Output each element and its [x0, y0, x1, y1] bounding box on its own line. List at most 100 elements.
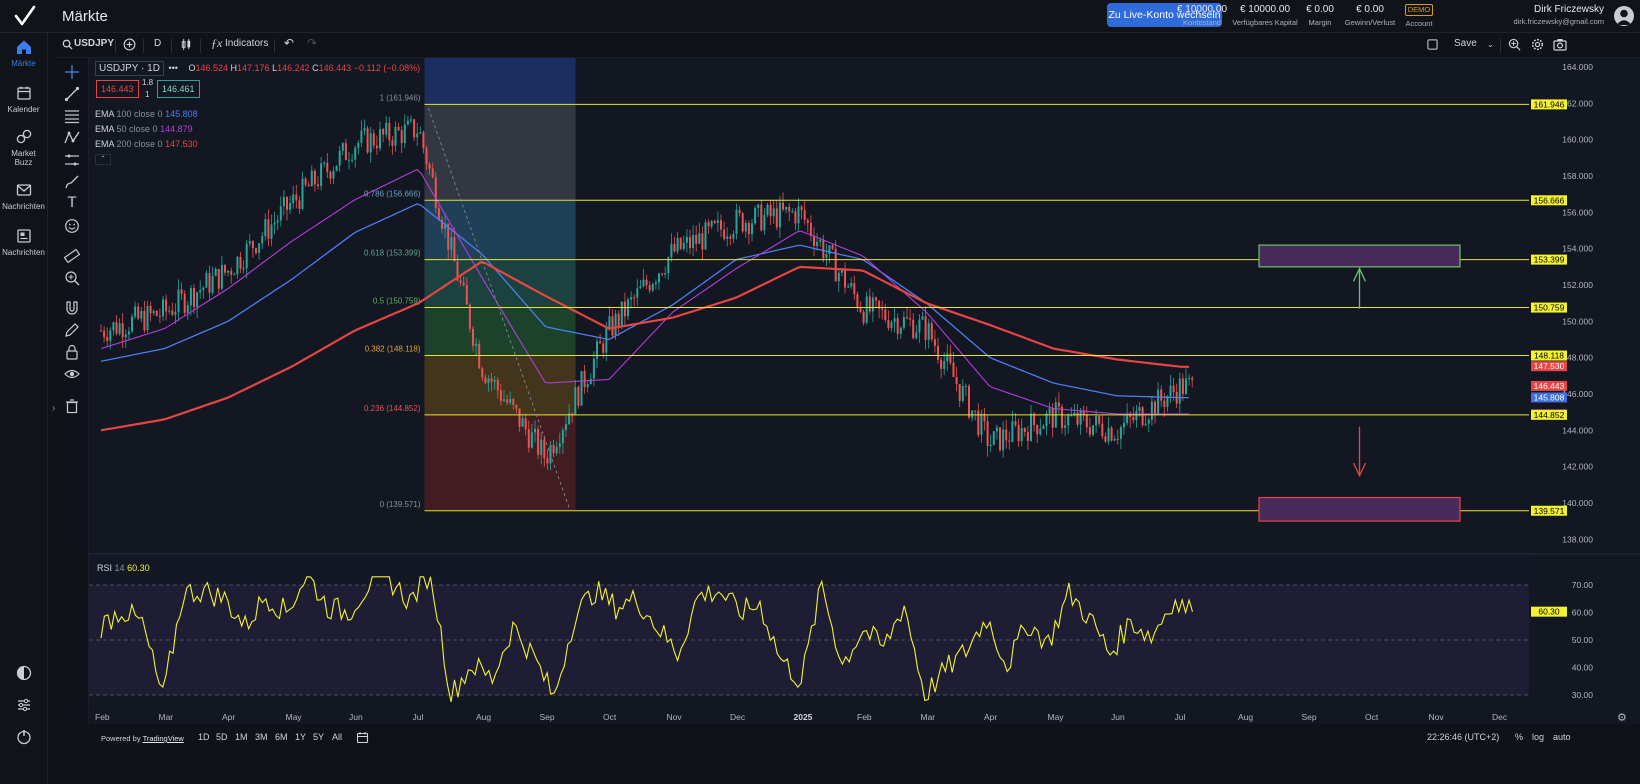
collapse-legend-chevron-up-icon[interactable]: ˆ [95, 154, 111, 165]
layout-icon[interactable] [1427, 39, 1438, 50]
switch-live-account-button[interactable]: Zu Live-Konto wechseln [1107, 3, 1222, 27]
candle-body [964, 386, 967, 388]
nav-item-kalender[interactable]: Kalender [0, 84, 47, 114]
ema-line-200 [100, 260, 1189, 432]
brand-logo-icon[interactable] [13, 4, 37, 28]
price-tag-label: 147.530 [1534, 361, 1565, 371]
camera-icon[interactable] [1553, 38, 1567, 51]
arrow-head-up-icon [1352, 267, 1367, 282]
price-tag-label: 156.666 [1534, 195, 1565, 205]
candle-body [992, 431, 995, 445]
zoom-in-icon[interactable] [64, 270, 80, 286]
interval-selector[interactable]: D [154, 38, 162, 49]
price-axis-label: 152.000 [1562, 280, 1593, 290]
nav-item-nachrichten-mail[interactable]: Nachrichten [0, 181, 47, 211]
candle-body [146, 305, 149, 331]
percent-scale-toggle[interactable]: % [1515, 732, 1524, 742]
account-type-stat[interactable]: DEMO Account [1404, 4, 1434, 28]
prediction-icon[interactable] [64, 152, 80, 168]
indicators-button[interactable]: Indicators [225, 38, 269, 49]
candle-body [788, 206, 791, 212]
fib-retracement-icon[interactable] [64, 108, 80, 124]
pattern-icon[interactable] [64, 130, 80, 146]
avatar-icon[interactable] [1614, 6, 1634, 26]
symbol-search[interactable]: USDJPY [74, 38, 115, 49]
trash-icon[interactable] [64, 398, 80, 414]
undo-icon[interactable]: ↶ [284, 36, 295, 50]
crosshair-icon[interactable] [64, 64, 80, 80]
range-all[interactable]: All [332, 732, 343, 742]
candle-body [1135, 411, 1138, 421]
brush-icon[interactable] [64, 174, 80, 190]
candle-body [273, 222, 276, 225]
user-info[interactable]: Dirk Friczewsky dirk.friczewsky@gmail.co… [1513, 4, 1604, 26]
candle-body [1147, 419, 1150, 424]
left-nav: Märkte Kalender Market Buzz Nachrichten … [0, 33, 48, 784]
theme-toggle-icon[interactable] [15, 664, 33, 682]
fib-level-label: 0.786 (156.666) [364, 189, 421, 198]
indicator-ema-100[interactable]: EMA 100 close 0 145.808 [95, 109, 198, 119]
range-1m[interactable]: 1M [235, 732, 248, 742]
indicator-ema-200[interactable]: EMA 200 close 0 147.530 [95, 139, 198, 149]
buy-price-button[interactable]: 146.461 [157, 80, 200, 98]
search-icon[interactable] [62, 39, 73, 50]
nav-item-nachrichten-news[interactable]: Nachrichten [0, 227, 47, 257]
candle-body [1061, 406, 1063, 429]
magnet-icon[interactable] [64, 300, 80, 316]
log-scale-toggle[interactable]: log [1532, 732, 1545, 742]
fib-zone [424, 307, 576, 356]
candle-body [419, 132, 422, 134]
save-button[interactable]: Save [1454, 38, 1477, 49]
expand-toolbar-chevron-icon[interactable]: › [52, 403, 56, 414]
candle-body [286, 197, 288, 210]
price-chart[interactable]: 164.000 162.000 160.000 158.000 156.000 154.0… [89, 58, 1640, 724]
quick-search-icon[interactable] [1508, 38, 1521, 51]
sliders-icon[interactable] [15, 696, 33, 714]
rsi-axis-label: 50.00 [1572, 635, 1594, 645]
candle-body [193, 288, 195, 308]
range-5d[interactable]: 5D [216, 732, 228, 742]
eye-icon[interactable] [64, 366, 80, 382]
emoji-icon[interactable] [64, 218, 80, 234]
settings-gear-icon[interactable] [1531, 38, 1544, 51]
candle-body [952, 362, 955, 377]
indicator-ema-50[interactable]: EMA 50 close 0 144.879 [95, 124, 193, 134]
nav-item-market-buzz[interactable]: Market Buzz [0, 128, 47, 167]
sell-price-button[interactable]: 146.443 [96, 80, 139, 98]
clock-timezone[interactable]: 22:26:46 (UTC+2) [1427, 732, 1500, 742]
arrow-head-down-icon [1352, 462, 1367, 478]
axis-settings-gear-icon[interactable]: ⚙ [1617, 712, 1627, 724]
goto-date-calendar-icon[interactable] [356, 731, 369, 744]
text-tool-icon[interactable]: T [67, 195, 77, 211]
redo-icon[interactable]: ↷ [307, 36, 318, 50]
candle-body [614, 313, 617, 336]
range-1d[interactable]: 1D [198, 732, 210, 742]
auto-scale-toggle[interactable]: auto [1553, 732, 1571, 742]
candle-body [512, 398, 515, 405]
candle-body [397, 127, 400, 131]
compare-add-icon[interactable] [123, 38, 136, 51]
candle-body [896, 318, 899, 334]
legend-symbol[interactable]: USDJPY · 1D [95, 61, 164, 76]
range-1y[interactable]: 1Y [295, 732, 307, 742]
bubbles-icon [16, 129, 31, 144]
candle-body [189, 288, 192, 306]
legend-more-icon[interactable]: ••• [168, 63, 178, 73]
candles-icon[interactable] [180, 38, 192, 51]
range-6m[interactable]: 6M [275, 732, 288, 742]
tradingview-link[interactable]: TradingView [142, 734, 184, 743]
indicators-icon[interactable]: ƒx [211, 36, 223, 50]
range-3m[interactable]: 3M [255, 732, 268, 742]
pencil-lock-icon[interactable] [64, 322, 80, 338]
nav-item-maerkte[interactable]: Märkte [0, 38, 47, 68]
range-5y[interactable]: 5Y [313, 732, 325, 742]
logout-icon[interactable] [15, 728, 33, 746]
candle-body [118, 323, 121, 334]
trendline-icon[interactable] [64, 86, 80, 102]
candle-body [794, 211, 797, 224]
ruler-icon[interactable] [64, 248, 80, 264]
rsi-legend[interactable]: RSI 14 60.30 [97, 563, 150, 573]
save-menu-chevron-down-icon[interactable]: ⌄ [1487, 40, 1494, 49]
candle-body [611, 316, 614, 336]
lock-icon[interactable] [64, 344, 80, 360]
